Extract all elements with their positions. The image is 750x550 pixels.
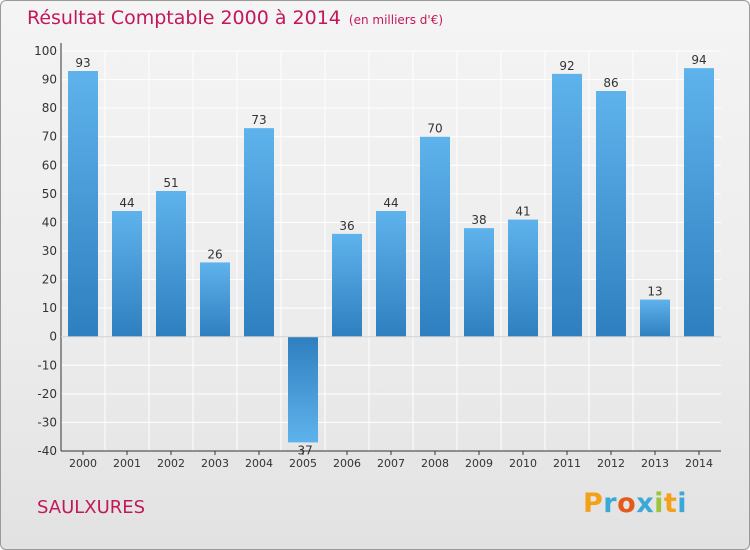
- y-tick-label: -10: [37, 358, 57, 372]
- bar-2004: [244, 128, 274, 337]
- x-tick-label: 2001: [113, 457, 141, 470]
- value-label: 86: [603, 76, 618, 90]
- logo-letter: x: [636, 488, 655, 519]
- x-tick-label: 2003: [201, 457, 229, 470]
- x-tick-label: 2004: [245, 457, 273, 470]
- y-tick-label: -20: [37, 387, 57, 401]
- chart-subtitle: (en milliers d'€): [348, 13, 444, 27]
- value-label: 44: [383, 196, 398, 210]
- y-tick-label: -30: [37, 415, 57, 429]
- bar-2009: [464, 228, 494, 337]
- x-tick-label: 2011: [553, 457, 581, 470]
- y-tick-label: 50: [42, 187, 57, 201]
- x-tick-label: 2008: [421, 457, 449, 470]
- value-label: 73: [251, 113, 266, 127]
- value-label: 51: [163, 176, 178, 190]
- x-tick-label: 2005: [289, 457, 317, 470]
- bar-2005: [288, 336, 318, 443]
- y-tick-label: 30: [42, 244, 57, 258]
- y-tick-label: 100: [34, 44, 57, 58]
- y-tick-label: 80: [42, 101, 57, 115]
- bar-2013: [640, 299, 670, 337]
- value-label: 92: [559, 59, 574, 73]
- x-tick-label: 2002: [157, 457, 185, 470]
- bar-2001: [112, 211, 142, 337]
- y-tick-label: 90: [42, 73, 57, 87]
- bar-2011: [552, 73, 582, 337]
- y-tick-label: 0: [49, 330, 57, 344]
- y-tick-label: -40: [37, 444, 57, 458]
- value-label: 70: [427, 122, 442, 136]
- value-label: 26: [207, 247, 222, 261]
- bars-layer: [68, 68, 714, 443]
- x-tick-label: 2012: [597, 457, 625, 470]
- x-tick-label: 2010: [509, 457, 537, 470]
- y-tick-label: 40: [42, 215, 57, 229]
- x-tick-label: 2000: [69, 457, 97, 470]
- value-label: 38: [471, 213, 486, 227]
- y-tick-label: 10: [42, 301, 57, 315]
- bar-2008: [420, 136, 450, 337]
- logo-letter: r: [603, 488, 618, 519]
- labels-layer: 93 44 51 26 73 -37 36 44 70 38 41 92 86 13 94: [75, 53, 706, 457]
- value-label: 44: [119, 196, 134, 210]
- bar-2000: [68, 71, 98, 337]
- commune-name: SAULXURES: [37, 497, 146, 518]
- logo-letter: t: [663, 488, 678, 519]
- y-tick-label: 60: [42, 158, 57, 172]
- value-label: 36: [339, 219, 354, 233]
- y-tick-label: 70: [42, 130, 57, 144]
- x-tick-label: 2009: [465, 457, 493, 470]
- x-tick-label: 2007: [377, 457, 405, 470]
- y-tick-label: 20: [42, 273, 57, 287]
- value-label: 93: [75, 56, 90, 70]
- bar-2007: [376, 211, 406, 337]
- x-tick-label: 2013: [641, 457, 669, 470]
- value-label: -37: [293, 443, 313, 457]
- bar-2014: [684, 68, 714, 337]
- bar-2010: [508, 219, 538, 337]
- value-label: 94: [691, 53, 706, 67]
- logo-letter: i: [677, 488, 688, 519]
- chart-title-text: Résultat Comptable 2000 à 2014: [27, 7, 341, 29]
- proxiti-logo: Proxiti: [583, 488, 687, 519]
- bar-2012: [596, 91, 626, 337]
- value-label: 41: [515, 205, 530, 219]
- logo-letter: i: [654, 488, 664, 519]
- bar-2003: [200, 262, 230, 337]
- logo-letter: o: [617, 488, 637, 519]
- x-tick-label: 2006: [333, 457, 361, 470]
- value-label: 13: [647, 285, 662, 299]
- x-tick-label: 2014: [685, 457, 713, 470]
- bar-2006: [332, 233, 362, 337]
- logo-letter: P: [583, 488, 604, 519]
- chart-title: Résultat Comptable 2000 à 2014 (en millie…: [27, 7, 443, 29]
- bar-2002: [156, 191, 186, 337]
